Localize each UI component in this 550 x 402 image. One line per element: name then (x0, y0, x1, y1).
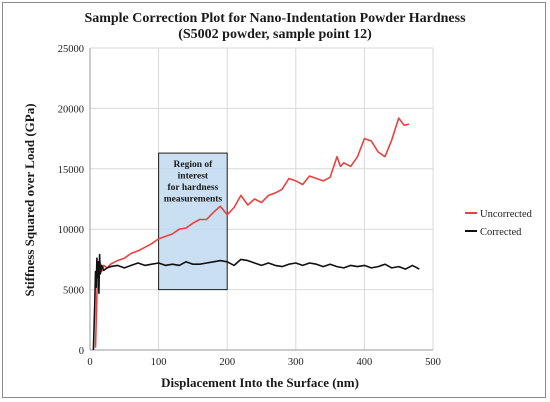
grid (90, 47, 434, 350)
y-tick-label: 0 (79, 346, 84, 357)
x-tick-label: 300 (288, 357, 304, 368)
legend-label-uncorrected: Uncorrected (480, 209, 533, 220)
y-tick-label: 20000 (58, 104, 84, 115)
axes: 0 5000 10000 15000 20000 25000 0 100 200 300 400 50… (58, 44, 441, 368)
series-lines (92, 117, 420, 351)
legend-label-corrected: Corrected (480, 227, 522, 238)
region-label-line: for hardness (168, 183, 219, 193)
legend: Uncorrected Corrected (465, 209, 533, 238)
region-label-line: Region of (174, 160, 214, 170)
x-tick-label: 400 (357, 357, 373, 368)
region-label-line: interest (178, 172, 209, 182)
y-tick-label: 5000 (63, 286, 84, 297)
x-tick-label: 500 (425, 357, 441, 368)
y-tick-label: 25000 (58, 44, 84, 55)
y-tick-label: 15000 (58, 165, 84, 176)
series-line-corrected (92, 253, 420, 351)
x-tick-label: 200 (219, 357, 235, 368)
y-tick-label: 10000 (58, 225, 84, 236)
region-label-line: measurements (164, 195, 223, 205)
chart-frame (2, 2, 546, 398)
x-axis-title: Displacement Into the Surface (nm) (161, 375, 359, 390)
x-tick-label: 0 (87, 357, 92, 368)
x-tick-label: 100 (151, 357, 167, 368)
chart-title-line2: (S5002 powder, sample point 12) (178, 27, 372, 42)
y-axis-title: Stiffness Squared over Load (GPa) (22, 103, 37, 296)
region-box (158, 152, 228, 291)
series-line-uncorrected (94, 117, 410, 348)
chart-title-line1: Sample Correction Plot for Nano-Indentat… (84, 11, 466, 26)
